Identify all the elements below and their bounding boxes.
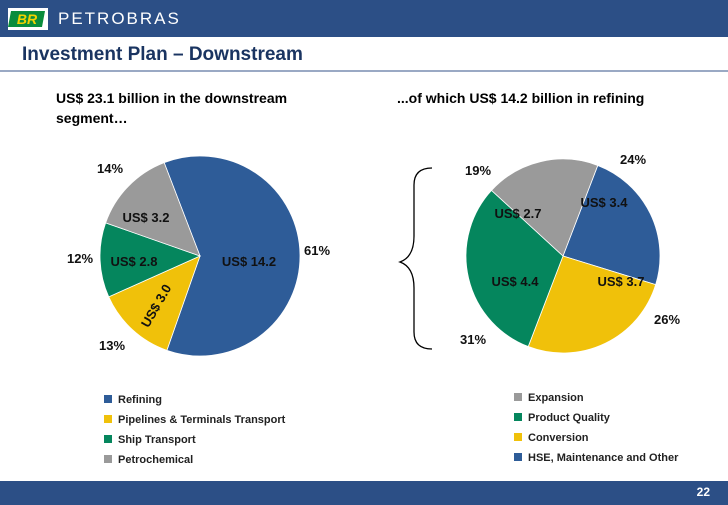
pie1-slice-2 — [108, 255, 201, 351]
brace — [398, 167, 433, 350]
pie2-percent-label-4: 19% — [465, 163, 491, 178]
left-legend-item: Ship Transport — [104, 434, 196, 448]
pie1-value-label-1: US$ 14.2 — [222, 254, 276, 269]
pie1-slice-3 — [99, 222, 202, 298]
pie1-value-label-4: US$ 3.2 — [123, 210, 170, 225]
pie2-value-label-4: US$ 2.7 — [495, 206, 542, 221]
right-legend-label: HSE, Maintenance and Other — [528, 452, 679, 464]
pie2-slice-1 — [562, 164, 661, 286]
pie1-value-label-3: US$ 2.8 — [111, 254, 158, 269]
pie1-percent-label-3: 12% — [67, 251, 93, 266]
left-chart-title: US$ 23.1 billion in the downstream segme… — [56, 90, 288, 126]
pie2-slice-3 — [465, 189, 564, 348]
left-legend-item: Refining — [104, 394, 162, 408]
pie1-percent-label-2: 13% — [99, 338, 125, 353]
right-legend-swatch — [514, 413, 522, 422]
page-number: 22 — [696, 485, 710, 499]
right-legend-swatch — [514, 433, 522, 442]
right-legend-label: Conversion — [528, 432, 589, 444]
pie2-value-label-3: US$ 4.4 — [492, 274, 540, 289]
left-legend-item: Pipelines & Terminals Transport — [104, 414, 285, 428]
right-legend-label: Product Quality — [528, 412, 610, 424]
right-legend-swatch — [514, 393, 522, 402]
pie1-percent-label-4: 14% — [97, 161, 123, 176]
pie1-slice-4 — [105, 162, 201, 257]
left-legend-item: Petrochemical — [104, 454, 193, 468]
pie2-slice-2 — [527, 255, 657, 354]
title-divider — [0, 70, 728, 72]
right-chart-title: ...of which US$ 14.2 billion in refining — [397, 90, 645, 106]
left-legend-swatch — [104, 395, 112, 404]
header-bar: BR PETROBRAS — [0, 0, 728, 37]
left-legend-swatch — [104, 415, 112, 424]
petrobras-logo: BR — [8, 8, 48, 30]
left-legend-label: Refining — [118, 394, 162, 406]
pie1-percent-label-1: 61% — [304, 243, 330, 258]
pie1-slice-1 — [163, 155, 301, 357]
pie2-percent-label-1: 24% — [620, 152, 646, 167]
footer-bar: 22 — [0, 481, 728, 505]
pie2-percent-label-2: 26% — [654, 312, 680, 327]
right-legend-label: Expansion — [528, 392, 584, 404]
left-legend-label: Ship Transport — [118, 434, 196, 446]
right-legend-swatch — [514, 453, 522, 462]
left-legend-swatch — [104, 455, 112, 464]
brand-name: PETROBRAS — [58, 9, 181, 28]
pie2-value-label-1: US$ 3.4 — [581, 195, 629, 210]
right-legend-item: Product Quality — [514, 412, 610, 426]
right-legend-item: Expansion — [514, 392, 584, 406]
right-legend-item: HSE, Maintenance and Other — [514, 452, 678, 466]
left-legend-label: Petrochemical — [118, 454, 194, 466]
pie2-percent-label-3: 31% — [460, 332, 486, 347]
left-legend-label: Pipelines & Terminals Transport — [118, 414, 286, 426]
pie2-value-label-2: US$ 3.7 — [598, 274, 645, 289]
right-legend-item: Conversion — [514, 432, 589, 446]
pie2-slice-4 — [490, 158, 599, 257]
logo-text: BR — [17, 11, 38, 27]
left-legend-swatch — [104, 435, 112, 444]
page-title: Investment Plan – Downstream — [22, 44, 303, 65]
